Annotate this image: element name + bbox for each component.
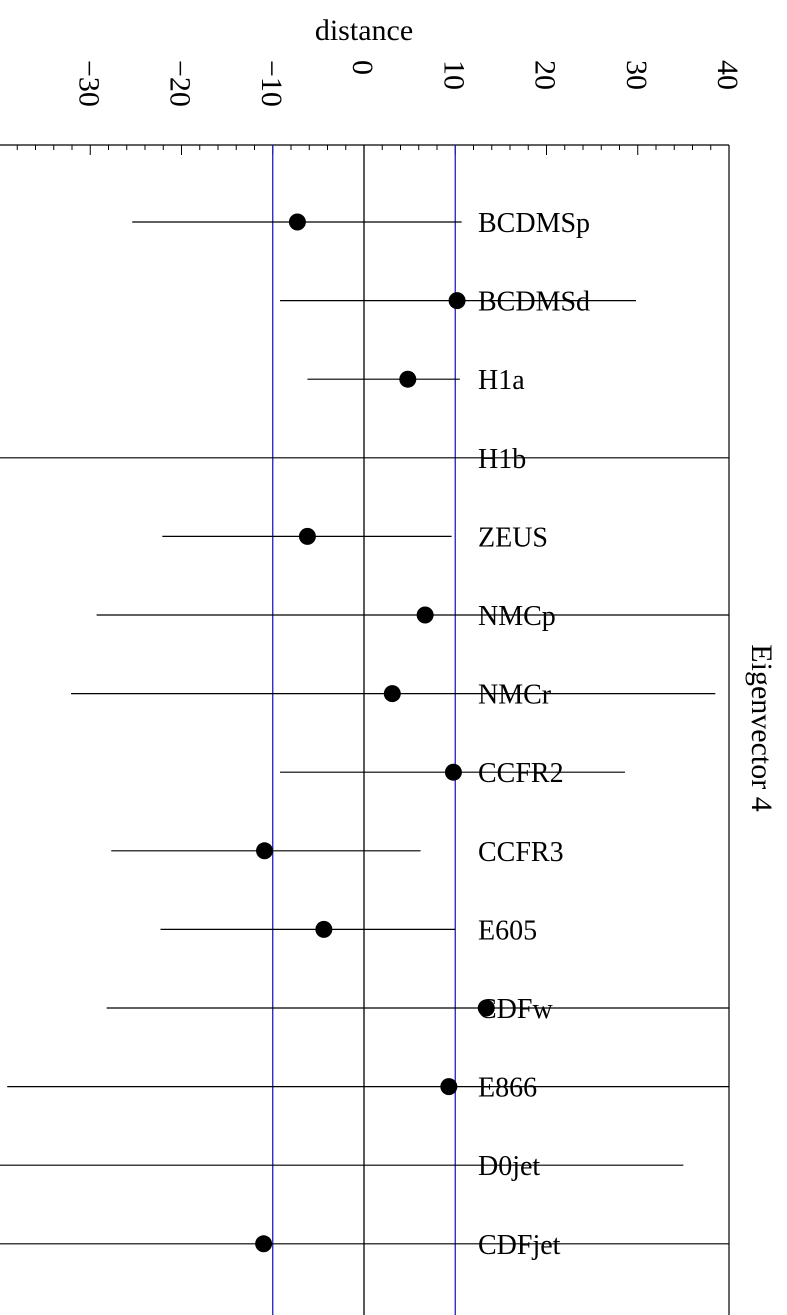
experiment-label: CDFjet	[478, 1230, 561, 1261]
tick-label: −20	[164, 60, 197, 107]
data-point	[440, 1078, 458, 1096]
experiment-label: BCDMSp	[478, 208, 590, 239]
data-point	[298, 527, 316, 545]
tick-label: 40	[711, 60, 744, 90]
experiment-labels: BCDMSp BCDMSd H1a H1b ZEUS NMCp NMCr CCFR2 CCFR3…	[478, 208, 590, 1261]
experiment-label: D0jet	[478, 1151, 540, 1182]
tick-label: 10	[437, 60, 470, 90]
data-point	[444, 763, 462, 781]
experiment-label: BCDMSd	[478, 287, 590, 318]
tick-label: 20	[529, 60, 562, 90]
experiment-label: CCFR2	[478, 758, 564, 789]
data-point	[448, 292, 466, 310]
data-point	[288, 213, 306, 231]
data-point	[416, 606, 434, 624]
tick-label: 0	[346, 60, 379, 75]
side-title: Eigenvector 4	[745, 644, 778, 811]
experiment-label: CDFw	[478, 994, 553, 1025]
reference-lines	[272, 145, 456, 1315]
data-point	[255, 1235, 273, 1253]
tick-label: −10	[255, 60, 288, 107]
data-point	[256, 842, 274, 860]
data-point	[477, 999, 495, 1017]
experiment-label: ZEUS	[478, 522, 548, 553]
tick-label: 30	[620, 60, 653, 90]
data-point	[315, 920, 333, 938]
experiment-label: NMCr	[478, 680, 552, 711]
tick-labels: −30 −20 −10 0 10 20 30 40	[72, 60, 744, 107]
data-point	[383, 685, 401, 703]
experiment-label: H1a	[478, 365, 525, 396]
experiment-label: E605	[478, 915, 537, 946]
experiment-label: H1b	[478, 444, 526, 475]
data-point	[399, 370, 417, 388]
experiment-label: CCFR3	[478, 837, 564, 868]
axis-title: distance	[315, 14, 413, 47]
axis-ticks	[16, 145, 730, 155]
tick-label: −30	[72, 60, 105, 107]
data-points	[255, 213, 495, 1253]
experiment-label: NMCp	[478, 601, 556, 632]
experiment-label: E866	[478, 1073, 537, 1104]
